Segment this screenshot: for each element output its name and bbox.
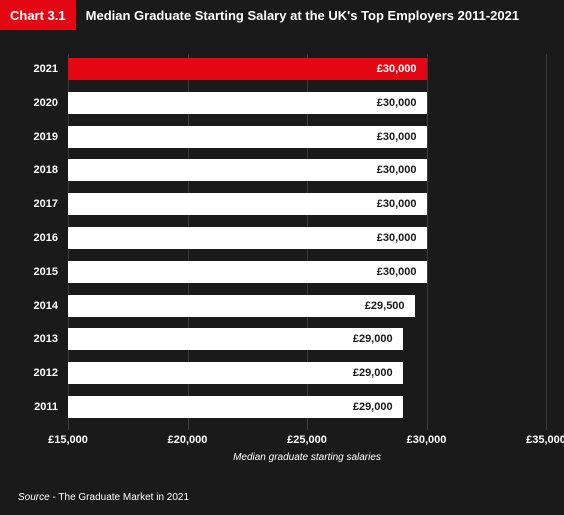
bar: £29,000 (68, 362, 403, 384)
bar: £30,000 (68, 58, 427, 80)
x-tick-label: £15,000 (48, 434, 88, 446)
y-label: 2018 (18, 164, 68, 176)
y-label: 2011 (18, 401, 68, 413)
chart-number: Chart 3.1 (0, 0, 76, 30)
gridline (546, 54, 547, 430)
bar-track: £30,000 (68, 261, 546, 283)
chart-footer: Source - The Graduate Market in 2021 (0, 486, 564, 515)
bar: £29,500 (68, 295, 415, 317)
plot-area: 2021£30,0002020£30,0002019£30,0002018£30… (0, 30, 564, 486)
bar-row: 2012£29,000 (18, 362, 546, 384)
bar: £30,000 (68, 193, 427, 215)
bar-track: £29,000 (68, 396, 546, 418)
y-label: 2012 (18, 367, 68, 379)
bar: £30,000 (68, 92, 427, 114)
y-label: 2021 (18, 63, 68, 75)
x-ticks: £15,000£20,000£25,000£30,000£35,000 (68, 430, 546, 450)
y-label: 2017 (18, 198, 68, 210)
bar-track: £29,000 (68, 362, 546, 384)
bar-track: £30,000 (68, 92, 546, 114)
bar-row: 2015£30,000 (18, 261, 546, 283)
bar-row: 2011£29,000 (18, 396, 546, 418)
source-label: Source (18, 492, 50, 503)
bar: £30,000 (68, 159, 427, 181)
bar-track: £29,500 (68, 295, 546, 317)
y-label: 2019 (18, 131, 68, 143)
bar-row: 2014£29,500 (18, 295, 546, 317)
x-tick-label: £25,000 (287, 434, 327, 446)
plot: 2021£30,0002020£30,0002019£30,0002018£30… (18, 54, 546, 478)
bar: £30,000 (68, 227, 427, 249)
bar-track: £30,000 (68, 159, 546, 181)
bar-track: £30,000 (68, 227, 546, 249)
y-label: 2013 (18, 333, 68, 345)
bar-row: 2017£30,000 (18, 193, 546, 215)
y-label: 2014 (18, 300, 68, 312)
bar: £29,000 (68, 328, 403, 350)
y-label: 2015 (18, 266, 68, 278)
bar: £29,000 (68, 396, 403, 418)
chart-header: Chart 3.1 Median Graduate Starting Salar… (0, 0, 564, 30)
y-label: 2020 (18, 97, 68, 109)
x-axis-title: Median graduate starting salaries (68, 452, 546, 463)
bar-track: £30,000 (68, 58, 546, 80)
x-axis: £15,000£20,000£25,000£30,000£35,000 Medi… (68, 430, 546, 478)
bar-row: 2021£30,000 (18, 58, 546, 80)
chart-card: Chart 3.1 Median Graduate Starting Salar… (0, 0, 564, 515)
x-tick-label: £35,000 (526, 434, 564, 446)
x-tick-label: £20,000 (168, 434, 208, 446)
bar-row: 2020£30,000 (18, 92, 546, 114)
bar-row: 2013£29,000 (18, 328, 546, 350)
source-text: - The Graduate Market in 2021 (50, 492, 189, 503)
bar-row: 2016£30,000 (18, 227, 546, 249)
bar-row: 2019£30,000 (18, 126, 546, 148)
chart-title: Median Graduate Starting Salary at the U… (76, 0, 564, 30)
bar-track: £30,000 (68, 193, 546, 215)
bar-row: 2018£30,000 (18, 159, 546, 181)
y-label: 2016 (18, 232, 68, 244)
bar-track: £29,000 (68, 328, 546, 350)
x-tick-label: £30,000 (407, 434, 447, 446)
bar: £30,000 (68, 126, 427, 148)
bar-track: £30,000 (68, 126, 546, 148)
bar-series: 2021£30,0002020£30,0002019£30,0002018£30… (18, 54, 546, 430)
bar: £30,000 (68, 261, 427, 283)
